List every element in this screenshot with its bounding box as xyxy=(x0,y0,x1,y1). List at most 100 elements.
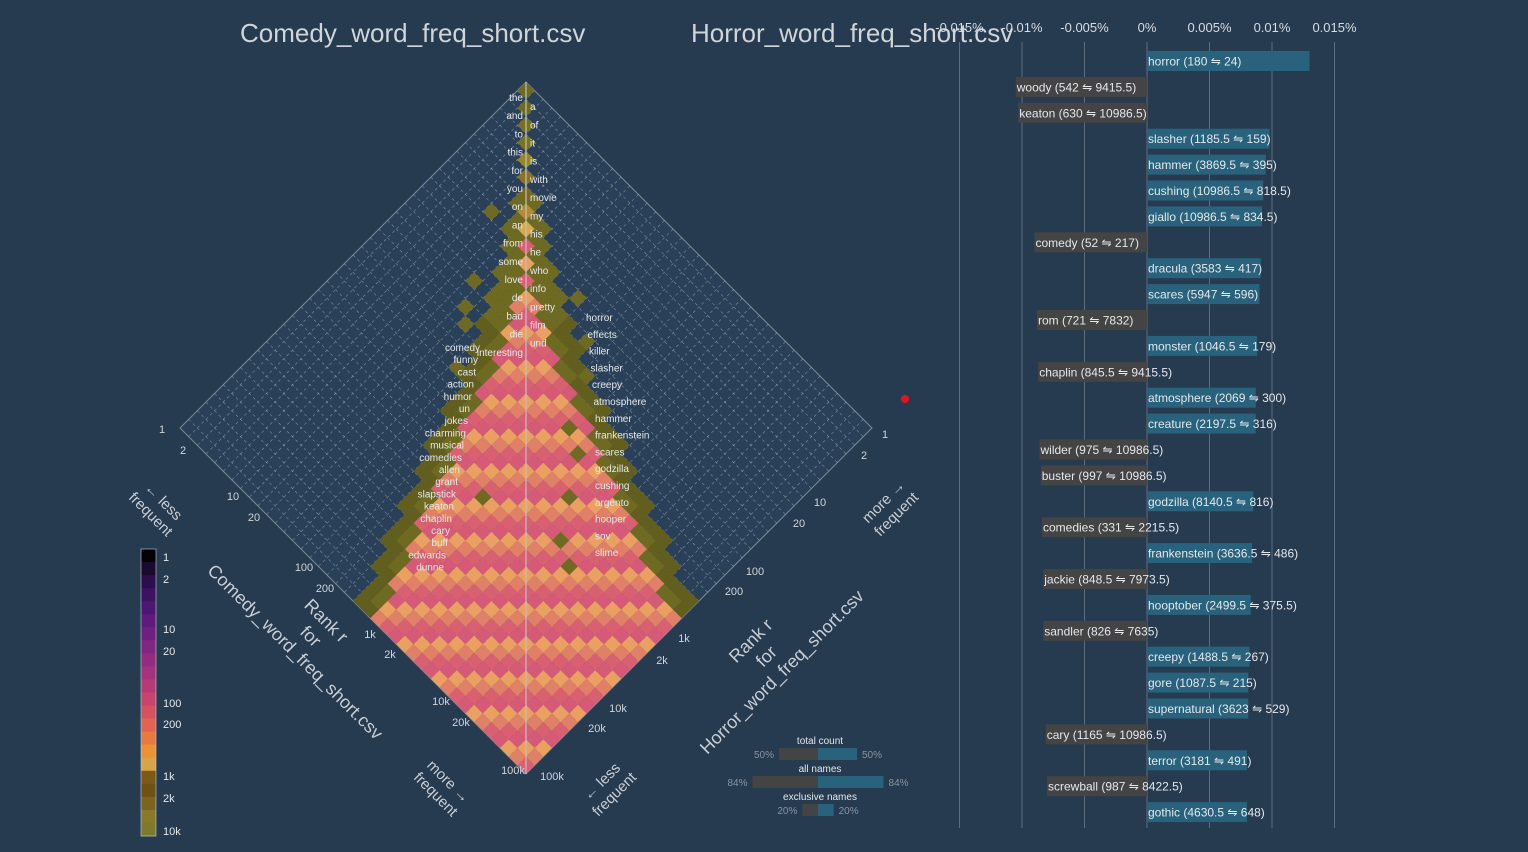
bar-label: woody (542 ⇋ 9415.5) xyxy=(1016,80,1136,94)
heatmap-cell xyxy=(586,445,604,463)
heatmap-cell xyxy=(629,488,648,506)
heatmap-cell xyxy=(595,557,613,576)
heatmap-cell xyxy=(543,315,561,333)
heatmap-cell xyxy=(430,479,449,498)
word-label: de xyxy=(512,293,524,304)
heatmap-cell xyxy=(638,601,656,619)
heatmap-cell xyxy=(621,514,639,532)
heatmap-cell xyxy=(378,531,397,550)
right-tick-label: 20k xyxy=(588,723,606,735)
word-label: this xyxy=(507,148,523,159)
heatmap-cell xyxy=(482,704,501,723)
heatmap-cell xyxy=(534,704,552,723)
word-label: creepy xyxy=(592,380,622,391)
heatmap-cell xyxy=(526,575,544,593)
word-label: action xyxy=(447,380,474,391)
word-label: godzilla xyxy=(595,464,629,475)
color-legend: 1 2 10 20 100 200 1k 2k 10k xyxy=(140,548,181,838)
word-label: effects xyxy=(588,330,617,341)
heatmap-cell xyxy=(577,575,596,593)
heatmap-cell xyxy=(456,661,475,679)
heatmap-cell xyxy=(361,601,379,619)
heatmap-cell xyxy=(638,514,656,532)
heatmap-cell xyxy=(456,384,475,403)
heatmap-cell xyxy=(482,306,501,325)
word-label: his xyxy=(530,230,543,241)
heatmap-cell xyxy=(638,635,656,653)
heatmap-cell xyxy=(543,332,561,351)
heatmap-cell xyxy=(482,618,501,636)
heatmap-cell xyxy=(621,462,639,480)
heatmap-cell xyxy=(482,428,501,446)
heatmap-cell xyxy=(465,514,483,532)
heatmap-cell xyxy=(603,531,622,550)
left-tick-label: 2 xyxy=(180,445,186,457)
heatmap-cell xyxy=(526,402,544,420)
heatmap-cell xyxy=(543,280,561,299)
word-label: sov xyxy=(595,531,611,542)
heatmap-cell xyxy=(491,367,509,385)
heatmap-cell xyxy=(439,557,457,576)
heatmap-cell xyxy=(612,557,630,576)
heatmap-cell xyxy=(465,583,483,601)
heatmap-cell xyxy=(448,445,466,463)
heatmap-cell xyxy=(430,652,449,671)
heatmap-cell xyxy=(526,384,544,403)
heatmap-cell xyxy=(482,341,501,359)
word-label: slasher xyxy=(591,363,624,374)
heatmap-cell xyxy=(595,471,613,489)
left-title: Comedy_word_freq_short.csv xyxy=(240,18,586,48)
word-label: und xyxy=(530,339,547,350)
heatmap-cell xyxy=(526,488,544,506)
bar xyxy=(1147,154,1266,175)
heatmap-cell xyxy=(439,402,457,420)
heatmap-cell xyxy=(534,376,552,394)
balance-bar-left xyxy=(802,804,818,816)
heatmap-cell xyxy=(439,488,457,506)
heatmap-cell xyxy=(465,549,483,567)
heatmap-cell xyxy=(655,601,674,619)
left-tick-label: 200 xyxy=(316,583,334,595)
colorbar-swatch xyxy=(141,692,156,707)
heatmap-cell xyxy=(577,488,596,506)
heatmap-cell xyxy=(474,419,492,437)
word-label: slime xyxy=(595,548,619,559)
heatmap-cell xyxy=(543,384,561,403)
heatmap-cell xyxy=(491,644,509,662)
left-tick-label: 1 xyxy=(159,424,165,436)
heatmap-cell xyxy=(422,540,440,558)
heatmap-cell xyxy=(500,531,518,550)
heatmap-cell xyxy=(603,618,622,636)
heatmap-cell xyxy=(448,618,466,636)
heatmap-cell xyxy=(543,298,561,316)
heatmap-cell xyxy=(551,410,570,428)
heatmap-cell xyxy=(551,722,570,740)
heatmap-cell xyxy=(456,575,475,593)
heatmap-cell xyxy=(603,514,622,532)
bar xyxy=(1045,724,1147,745)
heatmap-cell xyxy=(422,575,440,593)
heatmap-cell xyxy=(456,402,475,420)
heatmap-cell xyxy=(508,453,526,472)
bar-label: keaton (630 ⇋ 10986.5) xyxy=(1019,106,1146,120)
heatmap-cell xyxy=(448,514,466,532)
word-label: some xyxy=(499,257,524,268)
heatmap-cell xyxy=(500,220,518,238)
balance-bar-left xyxy=(779,748,818,760)
heatmap-cell xyxy=(465,358,483,377)
heatmap-cell xyxy=(500,462,518,480)
bar-label: creature (2197.5 ⇋ 316) xyxy=(1148,417,1277,431)
heatmap-cell xyxy=(569,514,587,532)
word-label: for xyxy=(511,166,523,177)
heatmap-cell xyxy=(456,696,475,714)
heatmap-cell xyxy=(491,280,509,299)
bar-label: atmosphere (2069 ⇋ 300) xyxy=(1148,391,1286,405)
heatmap-cell xyxy=(508,402,526,420)
heatmap-cell xyxy=(508,367,526,385)
heatmap-cell xyxy=(378,566,397,584)
heatmap-cell xyxy=(595,678,613,697)
bar xyxy=(1043,620,1147,641)
word-label: movie xyxy=(530,193,557,204)
right-tick-label: 200 xyxy=(725,586,743,598)
heatmap-cell xyxy=(500,514,518,532)
